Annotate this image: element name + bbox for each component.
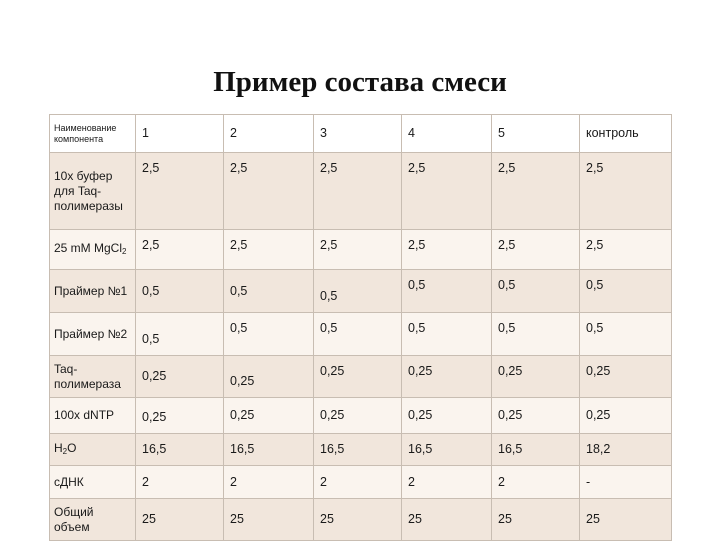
table-cell: 0,5 xyxy=(579,312,672,356)
row-label: сДНК xyxy=(49,465,136,499)
row-label-text: H xyxy=(54,440,63,455)
table-cell: 2 xyxy=(491,465,580,499)
table-cell: 0,5 xyxy=(313,269,402,313)
table-cell: 0,25 xyxy=(579,355,672,398)
column-header-1: 1 xyxy=(135,114,224,153)
table-row: 100х dNTP 0,25 0,25 0,25 0,25 0,25 0,25 xyxy=(49,397,672,434)
table-cell: 0,25 xyxy=(401,355,492,398)
table-cell: 0,25 xyxy=(313,355,402,398)
row-label-tail: O xyxy=(67,440,77,455)
row-label: 25 mM MgCl2 xyxy=(49,229,136,270)
table-cell: 0,25 xyxy=(579,397,672,434)
table-cell: 0,5 xyxy=(313,312,402,356)
table-cell: 25 xyxy=(313,498,402,541)
table-cell: - xyxy=(579,465,672,499)
composition-table: Наименование компонента 1 2 3 4 5 контро… xyxy=(49,114,672,541)
table-cell: 2,5 xyxy=(401,229,492,270)
table-row: сДНК 2 2 2 2 2 - xyxy=(49,465,672,499)
table-cell: 0,5 xyxy=(135,269,224,313)
column-header-4: 4 xyxy=(401,114,492,153)
table-cell: 2,5 xyxy=(401,152,492,230)
table-row: Taq-полимераза 0,25 0,25 0,25 0,25 0,25 … xyxy=(49,355,672,398)
table-cell: 2 xyxy=(313,465,402,499)
table-cell: 0,25 xyxy=(491,397,580,434)
row-label-subscript: 2 xyxy=(122,246,127,256)
table-cell: 2,5 xyxy=(313,229,402,270)
table-cell: 16,5 xyxy=(223,433,314,466)
table-cell: 0,5 xyxy=(491,312,580,356)
table-cell: 0,5 xyxy=(491,269,580,313)
table-cell: 2 xyxy=(401,465,492,499)
column-header-3: 3 xyxy=(313,114,402,153)
row-label: Общий объем xyxy=(49,498,136,541)
table-cell: 2,5 xyxy=(135,152,224,230)
table-row: Праймер №2 0,5 0,5 0,5 0,5 0,5 0,5 xyxy=(49,312,672,356)
table-cell: 25 xyxy=(401,498,492,541)
table-cell: 2,5 xyxy=(579,152,672,230)
table-cell: 0,25 xyxy=(223,397,314,434)
column-header-2: 2 xyxy=(223,114,314,153)
header-row: Наименование компонента 1 2 3 4 5 контро… xyxy=(49,114,672,153)
table-cell: 2,5 xyxy=(223,152,314,230)
table-cell: 25 xyxy=(135,498,224,541)
table-cell: 16,5 xyxy=(491,433,580,466)
table-cell: 2 xyxy=(223,465,314,499)
table-cell: 2 xyxy=(135,465,224,499)
row-label: Taq-полимераза xyxy=(49,355,136,398)
table-row: Общий объем 25 25 25 25 25 25 xyxy=(49,498,672,541)
table-cell: 2,5 xyxy=(491,229,580,270)
table-cell: 0,5 xyxy=(401,269,492,313)
column-header-control: контроль xyxy=(579,114,672,153)
table-cell: 0,5 xyxy=(223,269,314,313)
table-cell: 2,5 xyxy=(313,152,402,230)
row-label: Праймер №1 xyxy=(49,269,136,313)
table-row: Праймер №1 0,5 0,5 0,5 0,5 0,5 0,5 xyxy=(49,269,672,313)
table-cell: 0,25 xyxy=(491,355,580,398)
table-cell: 0,25 xyxy=(223,355,314,398)
table-cell: 16,5 xyxy=(313,433,402,466)
table-row: 25 mM MgCl2 2,5 2,5 2,5 2,5 2,5 2,5 xyxy=(49,229,672,270)
column-header-name: Наименование компонента xyxy=(49,114,136,153)
table-cell: 25 xyxy=(491,498,580,541)
table-cell: 0,5 xyxy=(135,312,224,356)
table-cell: 16,5 xyxy=(135,433,224,466)
table-row: H2O 16,5 16,5 16,5 16,5 16,5 18,2 xyxy=(49,433,672,466)
table-cell: 0,5 xyxy=(223,312,314,356)
row-label: H2O xyxy=(49,433,136,466)
row-label: Праймер №2 xyxy=(49,312,136,356)
table-cell: 25 xyxy=(579,498,672,541)
table-cell: 0,25 xyxy=(401,397,492,434)
table-cell: 0,25 xyxy=(135,397,224,434)
table-cell: 0,5 xyxy=(579,269,672,313)
table-row: 10х буфер для Taq-полимеразы 2,5 2,5 2,5… xyxy=(49,152,672,230)
table-cell: 16,5 xyxy=(401,433,492,466)
page-title: Пример состава смеси xyxy=(213,66,507,98)
row-label: 100х dNTP xyxy=(49,397,136,434)
table-cell: 0,25 xyxy=(313,397,402,434)
column-header-5: 5 xyxy=(491,114,580,153)
table-cell: 18,2 xyxy=(579,433,672,466)
table-cell: 2,5 xyxy=(491,152,580,230)
row-label: 10х буфер для Taq-полимеразы xyxy=(49,152,136,230)
table-cell: 0,25 xyxy=(135,355,224,398)
row-label-text: 25 mM MgCl xyxy=(54,240,123,255)
table-cell: 25 xyxy=(223,498,314,541)
table-cell: 2,5 xyxy=(135,229,224,270)
table-cell: 2,5 xyxy=(223,229,314,270)
row-label-subscript: 2 xyxy=(62,446,68,456)
table-cell: 0,5 xyxy=(401,312,492,356)
table-cell: 2,5 xyxy=(579,229,672,270)
